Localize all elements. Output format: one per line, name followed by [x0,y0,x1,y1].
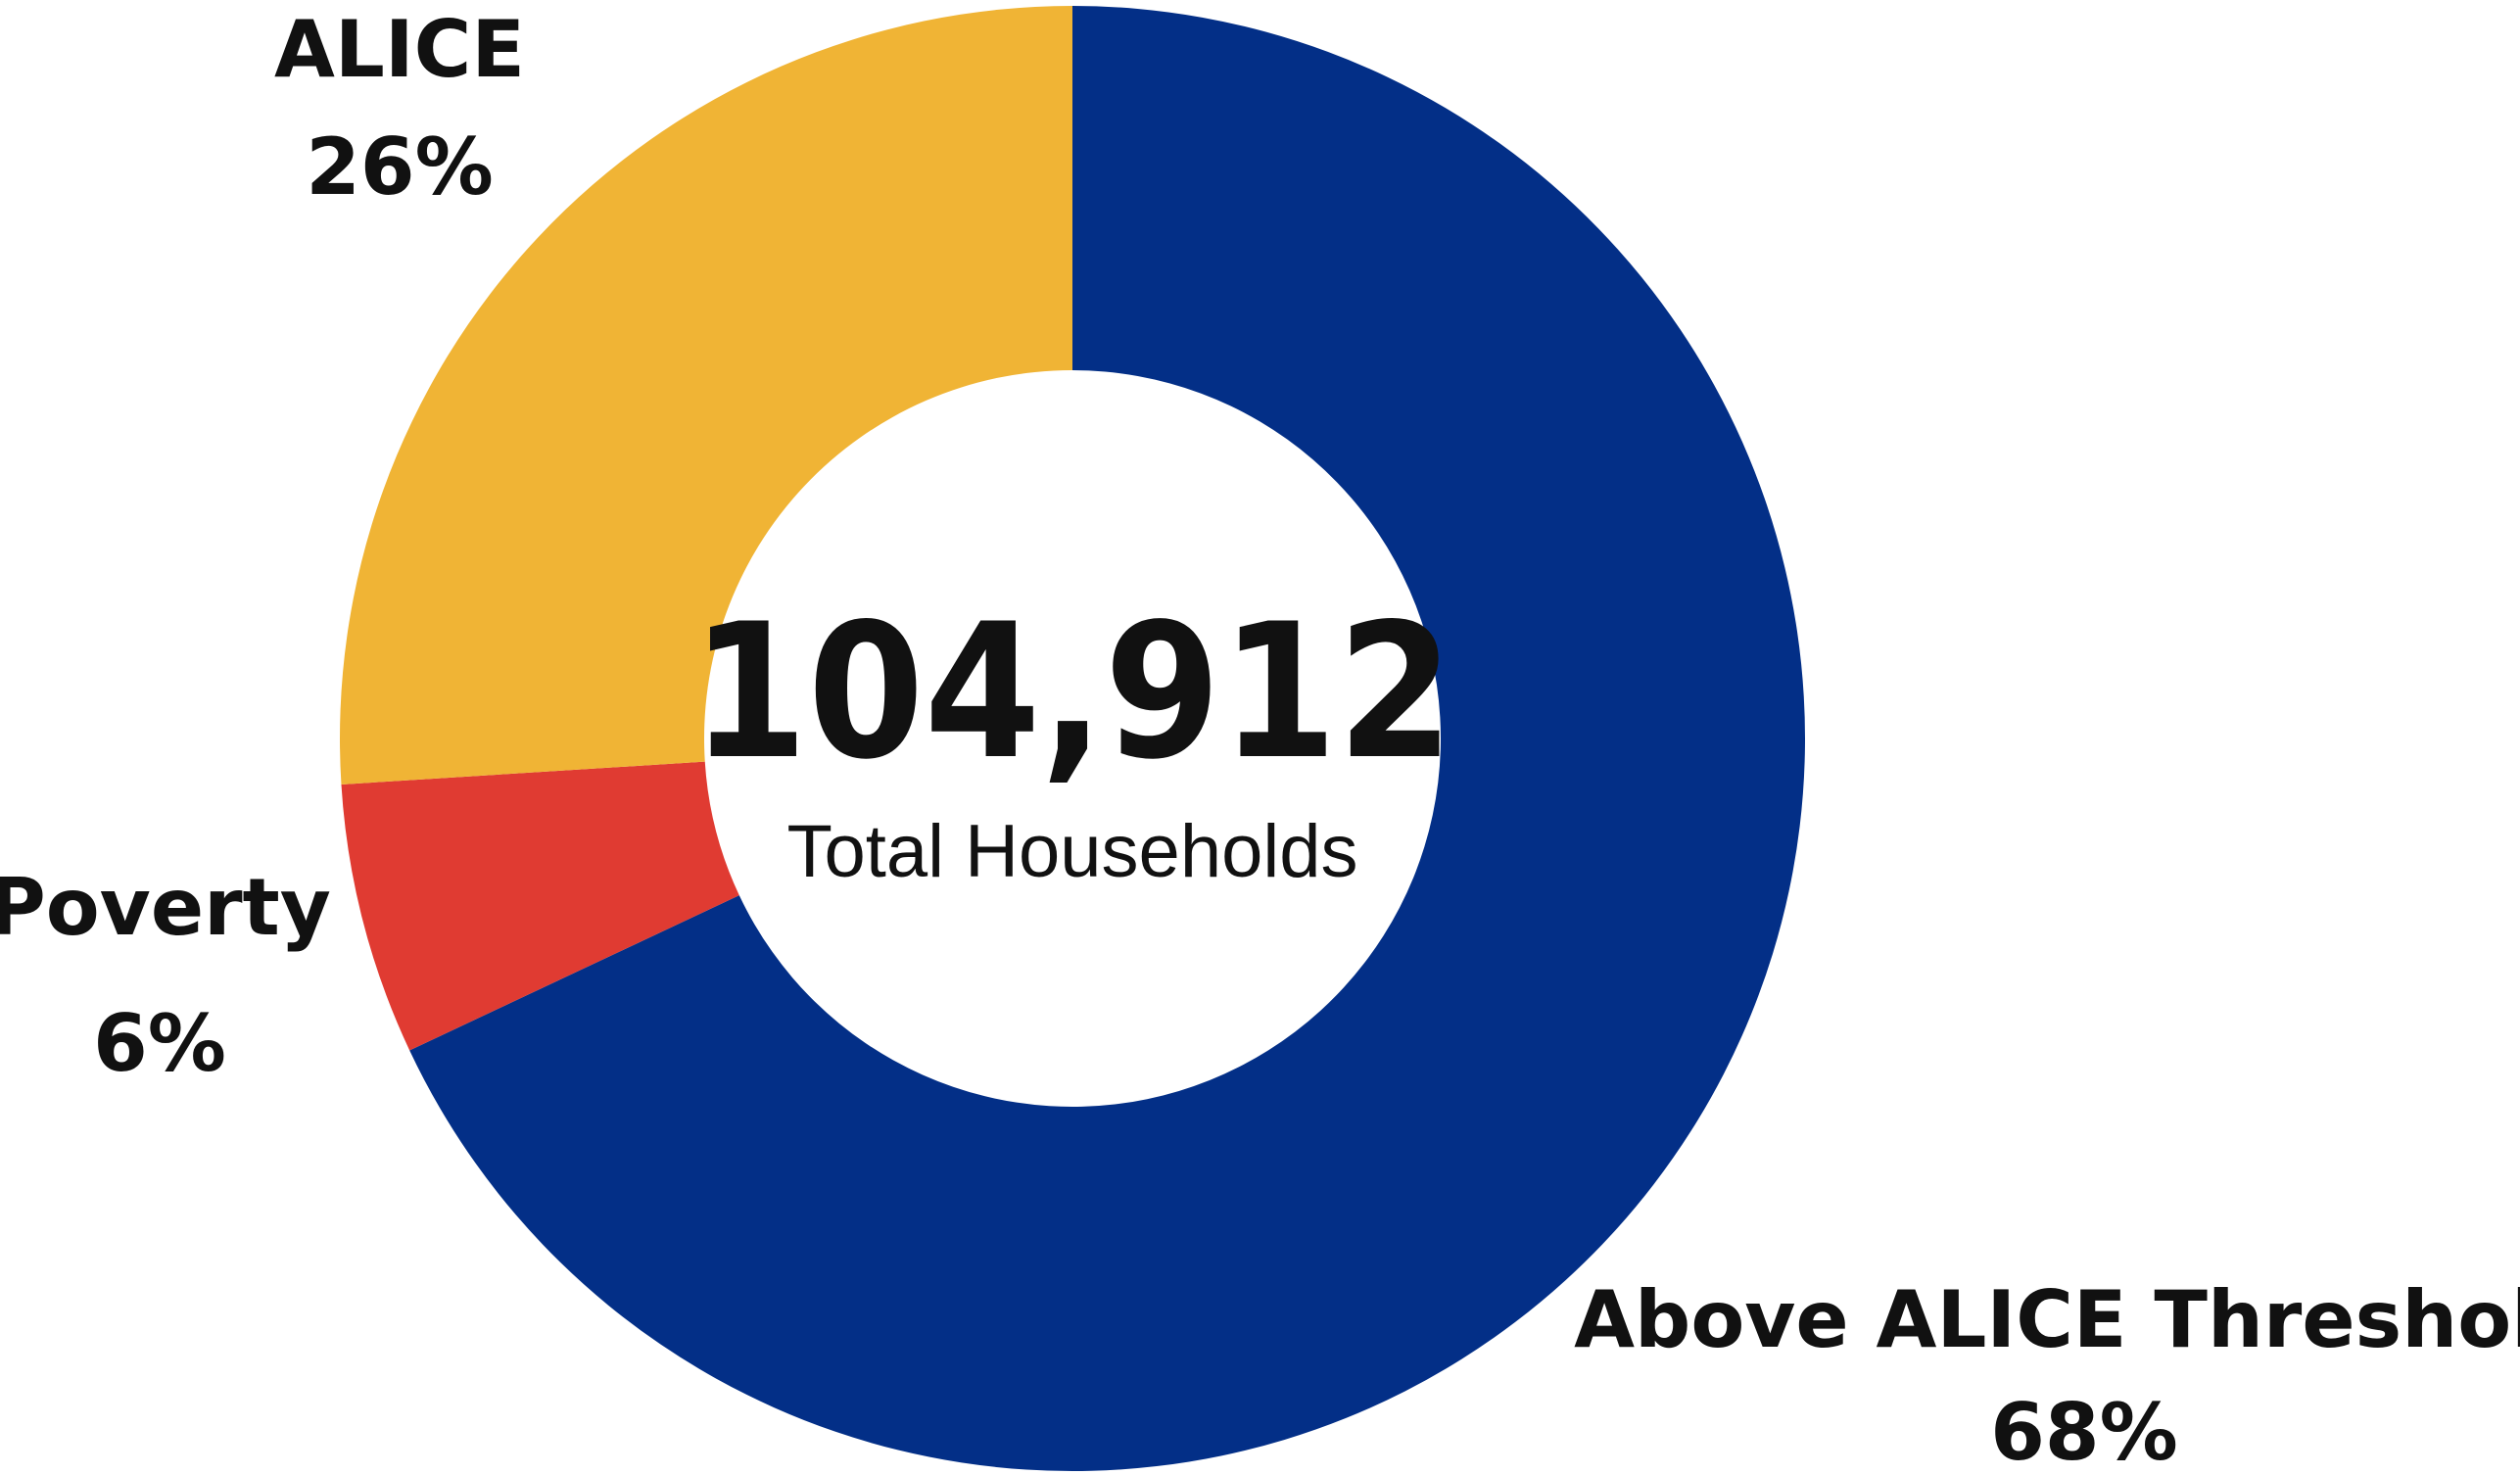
center-total-caption: Total Households [786,810,1357,893]
slice-label-alice: ALICE [274,4,525,95]
slice-value-alice: 26% [306,121,493,213]
donut-slice-poverty [341,761,739,1051]
slice-value-poverty: 6% [93,998,226,1089]
donut-slices [340,6,1806,1471]
slice-label-poverty: Poverty [0,862,331,953]
center-total-value: 104,912 [691,584,1454,800]
donut-slice-alice [340,6,1072,785]
donut-slice-above-alice-threshold [409,6,1806,1471]
slice-label-above-alice: Above ALICE Threshold [1574,1274,2520,1365]
slice-value-above-alice: 68% [1990,1387,2177,1475]
